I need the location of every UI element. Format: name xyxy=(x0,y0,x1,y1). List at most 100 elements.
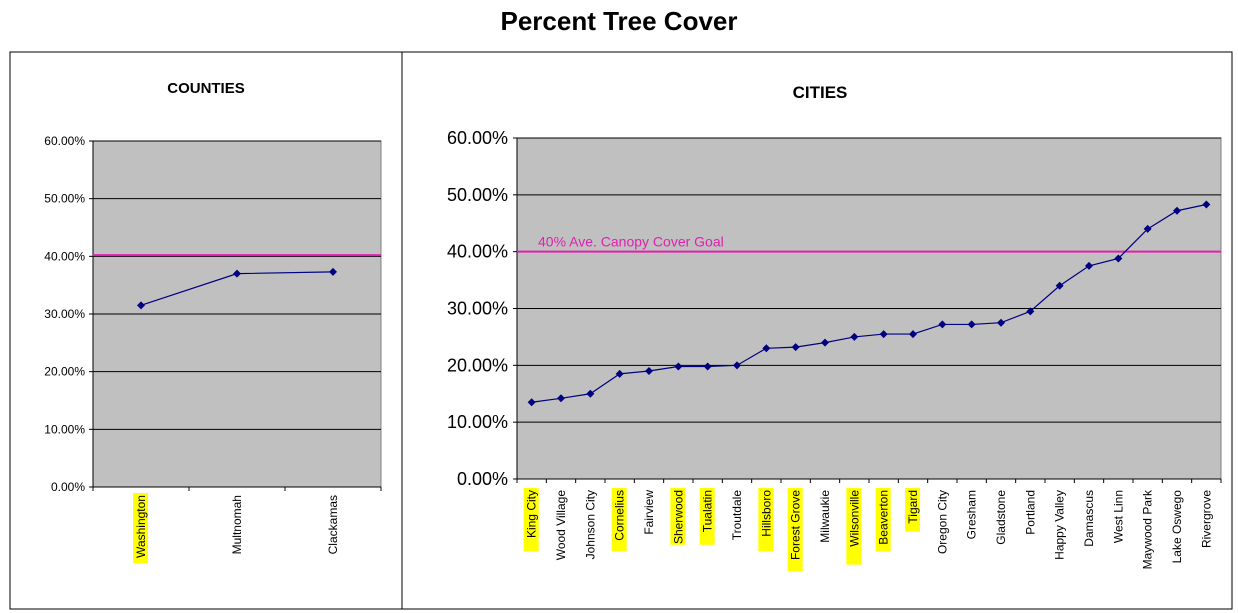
cities-data-point xyxy=(821,338,829,347)
cities-data-point xyxy=(1173,206,1181,215)
cities-category-label-group: Damascus xyxy=(1082,490,1096,547)
cities-category-label-group: Oregon City xyxy=(935,490,949,554)
counties-y-tick-label: 50.00% xyxy=(44,192,85,206)
cities-category-label: King City xyxy=(525,490,539,538)
counties-category-label: Clackamas xyxy=(326,495,340,554)
counties-chart: 0.00% 10.00% 20.00% 30.00% 40.00% 50.00% 60.00… xyxy=(44,134,382,563)
cities-chart-title: CITIES xyxy=(793,83,848,102)
cities-data-point xyxy=(997,318,1005,327)
cities-data-point xyxy=(733,361,741,370)
cities-category-label-group: Rivergrove xyxy=(1199,490,1213,548)
cities-y-tick-label: 30.00% xyxy=(447,299,508,319)
cities-category-label: Wilsonville xyxy=(847,490,861,547)
cities-category-label: Tualatin xyxy=(701,490,715,532)
cities-category-highlight xyxy=(758,488,774,552)
counties-data-point xyxy=(233,269,241,278)
cities-category-label-group: Tigard xyxy=(905,488,920,532)
cities-category-label-group: Tualatin xyxy=(699,488,715,545)
cities-data-point xyxy=(762,344,771,353)
cities-category-label-group: Troutdale xyxy=(730,490,744,541)
cities-category-label: Sherwood xyxy=(671,490,685,544)
cities-category-label: Milwaukie xyxy=(818,490,832,543)
counties-category-label: Washington xyxy=(134,495,148,558)
cities-category-label: Lake Oswego xyxy=(1170,490,1184,564)
cities-category-label: Gresham xyxy=(965,490,979,539)
cities-category-label: Gladstone xyxy=(994,490,1008,545)
cities-category-label-group: Fairview xyxy=(642,490,656,535)
cities-data-point xyxy=(967,320,976,329)
counties-y-tick-label: 30.00% xyxy=(44,307,85,321)
counties-y-tick-label: 0.00% xyxy=(51,480,85,494)
cities-data-point xyxy=(645,367,653,376)
cities-category-label: Oregon City xyxy=(935,490,949,554)
cities-data-point xyxy=(586,389,595,398)
cities-category-highlight xyxy=(875,488,891,552)
cities-category-label: Troutdale xyxy=(730,490,744,541)
cities-y-tick-label: 50.00% xyxy=(447,185,508,205)
cities-data-point xyxy=(1085,261,1093,270)
cities-category-highlight xyxy=(699,488,715,545)
cities-y-tick-label: 20.00% xyxy=(447,355,508,375)
cities-category-label: Portland xyxy=(1023,490,1037,535)
cities-data-point xyxy=(1055,281,1064,290)
counties-category-label-group: Clackamas xyxy=(326,495,340,554)
page-title: Percent Tree Cover xyxy=(500,6,738,36)
cities-data-point xyxy=(527,398,536,407)
cities-category-label-group: Wood Village xyxy=(554,490,568,561)
cities-category-label: Maywood Park xyxy=(1141,489,1155,569)
cities-category-label-group: Portland xyxy=(1023,490,1037,535)
cities-chart: 0.00% 10.00% 20.00% 30.00% 40.00% 50.00% 60.00… xyxy=(447,128,1222,572)
cities-category-label-group: Milwaukie xyxy=(818,490,832,543)
cities-category-label: Damascus xyxy=(1082,490,1096,547)
cities-y-tick-label: 60.00% xyxy=(447,128,508,148)
cities-data-point xyxy=(850,332,859,341)
cities-y-tick-label: 10.00% xyxy=(447,412,508,432)
cities-y-tick-label: 40.00% xyxy=(447,242,508,262)
cities-category-label-group: Gresham xyxy=(965,490,979,539)
cities-category-label: Johnson City xyxy=(583,490,597,559)
counties-y-tick-label: 10.00% xyxy=(44,422,85,436)
cities-category-label-group: Wilsonville xyxy=(846,488,862,565)
cities-category-label-group: Cornelius xyxy=(611,488,627,552)
cities-category-label-group: West Linn xyxy=(1111,490,1125,543)
cities-category-highlight xyxy=(905,488,920,532)
cities-category-label-group: King City xyxy=(523,488,539,552)
cities-category-label-group: Hillsboro xyxy=(758,488,774,552)
cities-category-label-group: Lake Oswego xyxy=(1170,490,1184,564)
cities-category-label: Fairview xyxy=(642,490,656,535)
counties-category-highlight xyxy=(133,493,148,563)
cities-category-label: Rivergrove xyxy=(1199,490,1213,548)
cities-category-label-group: Happy Valley xyxy=(1053,490,1067,560)
cities-category-label: West Linn xyxy=(1111,490,1125,543)
cities-data-point xyxy=(703,362,712,371)
counties-data-point xyxy=(137,301,145,310)
cities-category-label: Wood Village xyxy=(554,490,568,561)
cities-category-label: Beaverton xyxy=(877,490,891,545)
cities-category-label-group: Beaverton xyxy=(875,488,891,552)
cities-category-label-group: Johnson City xyxy=(583,490,597,559)
cities-category-label: Cornelius xyxy=(613,490,627,541)
cities-data-point xyxy=(1026,307,1035,316)
cities-data-point xyxy=(879,330,888,339)
cities-data-point xyxy=(615,369,624,378)
cities-category-label: Tigard xyxy=(906,490,920,524)
cities-category-label: Forest Grove xyxy=(789,490,803,560)
cities-data-point xyxy=(557,394,565,403)
cities-category-highlight xyxy=(846,488,862,565)
cities-data-point xyxy=(1202,200,1211,209)
cities-data-point xyxy=(938,320,947,329)
counties-y-tick-label: 40.00% xyxy=(44,249,85,263)
cities-series-line xyxy=(531,203,1207,403)
counties-y-tick-label: 60.00% xyxy=(44,134,85,148)
cities-category-label: Hillsboro xyxy=(759,490,773,537)
cities-category-label-group: Maywood Park xyxy=(1141,489,1155,569)
cities-goal-label: 40% Ave. Canopy Cover Goal xyxy=(538,234,724,250)
counties-category-label-group: Washington xyxy=(133,493,148,563)
cities-data-point xyxy=(1143,224,1152,233)
counties-category-label: Multnomah xyxy=(230,495,244,554)
cities-category-label-group: Gladstone xyxy=(994,490,1008,545)
cities-category-label: Happy Valley xyxy=(1053,490,1067,560)
counties-y-tick-label: 20.00% xyxy=(44,365,85,379)
cities-data-point xyxy=(1114,254,1123,263)
cities-data-point xyxy=(791,343,800,352)
